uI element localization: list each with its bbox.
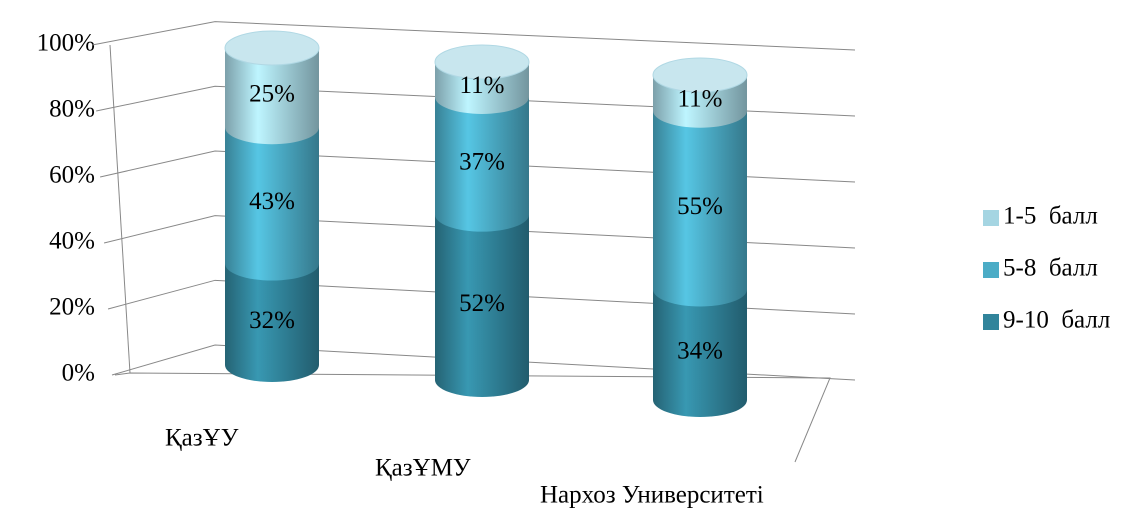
value-label: 11% <box>460 72 505 99</box>
cylinder-top <box>652 57 748 93</box>
y-tick-label: 60% <box>49 162 95 189</box>
legend-label: 9-10 балл <box>1003 307 1110 334</box>
legend-label: 5-8 балл <box>1003 255 1098 282</box>
value-label: 34% <box>677 337 723 364</box>
cylinder-segment <box>225 127 319 281</box>
cylinder-segment <box>225 48 319 145</box>
y-tick-label: 20% <box>49 294 95 321</box>
grid-line <box>92 21 856 51</box>
value-label: 32% <box>249 307 295 334</box>
cylinder-segment <box>435 214 529 397</box>
cylinder-segment <box>435 96 529 232</box>
x-tick-label: Нархоз Университеті <box>540 482 764 509</box>
left-axis <box>109 44 131 374</box>
y-tick-label: 80% <box>49 96 95 123</box>
grid-line <box>107 279 856 315</box>
value-label: 52% <box>459 290 505 317</box>
cylinder-top <box>434 44 530 80</box>
x-tick-label: ҚазҰУ <box>165 425 239 452</box>
y-tick-label: 0% <box>62 360 95 387</box>
value-label: 43% <box>249 188 295 215</box>
cylinder-segment <box>225 263 319 382</box>
value-label: 25% <box>249 80 295 107</box>
grid-line <box>111 344 856 381</box>
y-tick-label: 100% <box>37 30 95 57</box>
value-label: 11% <box>678 86 723 113</box>
grid-line <box>100 150 856 183</box>
legend-swatch <box>983 210 999 226</box>
grid-line <box>96 85 856 117</box>
cylinder-top <box>224 30 320 66</box>
value-label: 55% <box>677 193 723 220</box>
y-tick-label: 40% <box>49 228 95 255</box>
legend-label: 1-5 балл <box>1003 203 1098 230</box>
x-tick-label: ҚазҰМУ <box>375 455 471 482</box>
cylinder-segment <box>653 110 747 307</box>
legend-swatch <box>983 314 999 330</box>
legend-swatch <box>983 262 999 278</box>
grid-line <box>103 215 856 249</box>
value-label: 37% <box>459 149 505 176</box>
cylinder-segment <box>653 289 747 417</box>
